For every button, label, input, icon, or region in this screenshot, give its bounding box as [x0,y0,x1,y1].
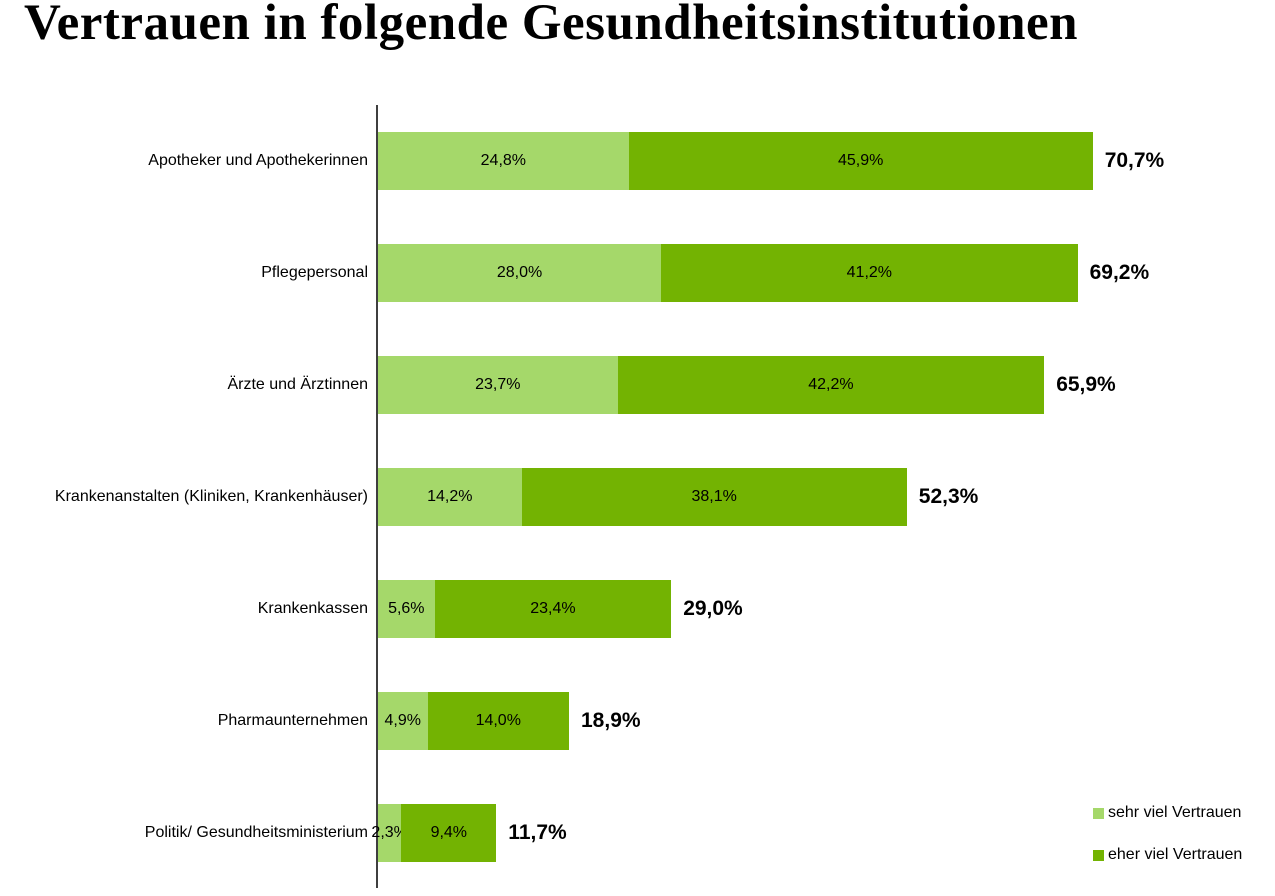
bar-row: Krankenkassen 5,6% 23,4% 29,0% [0,553,1275,665]
segment-eher-viel-vertrauen: 9,4% [401,804,497,862]
segment-sehr-viel-vertrauen: 2,3% [371,804,408,862]
segment-value-label: 38,1% [691,488,737,505]
total-label: 70,7% [1104,149,1165,172]
bar-stack: 24,8% 45,9% 70,7% [378,132,1164,190]
bar-row: Politik/ Gesundheitsministerium 2,3% 9,4% 1… [0,777,1275,889]
bar-stack: 14,2% 38,1% 52,3% [378,468,978,526]
bar-stack: 2,3% 9,4% 11,7% [371,804,567,862]
segment-value-label: 28,0% [496,264,543,281]
segment-eher-viel-vertrauen: 38,1% [521,468,907,526]
segment-sehr-viel-vertrauen: 28,0% [378,244,662,302]
category-label: Pflegepersonal [261,263,368,281]
category-label: Krankenkassen [257,599,368,617]
segment-sehr-viel-vertrauen: 24,8% [378,132,629,190]
segment-sehr-viel-vertrauen: 5,6% [378,580,435,638]
total-label: 52,3% [918,485,979,508]
bar-row: Apotheker und Apothekerinnen 24,8% 45,9% 70… [0,105,1275,217]
segment-value-label: 2,3% [371,824,408,841]
total-label: 65,9% [1056,373,1116,396]
category-label: Ärzte und Ärztinnen [227,375,368,393]
segment-eher-viel-vertrauen: 45,9% [628,132,1093,190]
segment-value-label: 14,0% [475,712,521,729]
bar-chart: Apotheker und Apothekerinnen 24,8% 45,9% 70… [0,105,1275,889]
bar-row: Pharmaunternehmen 4,9% 14,0% 18,9% [0,665,1275,777]
legend-label-eher-viel-vertrauen: eher viel Vertrauen [1108,846,1243,863]
segment-eher-viel-vertrauen: 42,2% [617,356,1045,414]
legend-item-eher-viel-vertrauen: eher viel Vertrauen [1093,846,1242,864]
legend-swatch-light-green-icon [1093,807,1104,819]
segment-value-label: 41,2% [846,264,893,281]
segment-eher-viel-vertrauen: 14,0% [427,692,569,750]
bar-row: Krankenanstalten (Kliniken, Krankenhäuse… [0,441,1275,553]
legend: sehr viel Vertrauen eher viel Vertrauen [1093,804,1242,864]
bar-stack: 5,6% 23,4% 29,0% [378,580,743,638]
segment-sehr-viel-vertrauen: 4,9% [378,692,428,750]
category-label: Politik/ Gesundheitsministerium [144,823,368,841]
category-label: Pharmaunternehmen [217,711,368,729]
y-axis-line [376,105,378,888]
legend-label-sehr-viel-vertrauen: sehr viel Vertrauen [1108,804,1242,821]
segment-value-label: 14,2% [427,488,473,505]
segment-value-label: 42,2% [808,376,854,393]
segment-eher-viel-vertrauen: 23,4% [434,580,672,638]
bar-stack: 4,9% 14,0% 18,9% [378,692,641,750]
segment-value-label: 5,6% [388,600,425,617]
bar-row: Ärzte und Ärztinnen 23,7% 42,2% 65,9% [0,329,1275,441]
bar-stack: 23,7% 42,2% 65,9% [378,356,1116,414]
bar-stack: 28,0% 41,2% 69,2% [378,244,1149,302]
category-label: Apotheker und Apothekerinnen [148,151,368,169]
segment-value-label: 24,8% [480,152,527,169]
legend-swatch-dark-green-icon [1093,849,1104,861]
segment-value-label: 45,9% [838,152,884,169]
segment-sehr-viel-vertrauen: 14,2% [378,468,522,526]
chart-title: Vertrauen in folgende Gesundheitsinstitu… [24,0,1078,51]
bar-row: Pflegepersonal 28,0% 41,2% 69,2% [0,217,1275,329]
segment-value-label: 23,4% [530,600,576,617]
segment-value-label: 4,9% [384,712,421,729]
segment-value-label: 23,7% [475,376,521,393]
total-label: 11,7% [508,821,567,844]
total-label: 69,2% [1089,261,1150,284]
total-label: 29,0% [683,597,743,620]
segment-sehr-viel-vertrauen: 23,7% [378,356,618,414]
category-label: Krankenanstalten (Kliniken, Krankenhäuse… [54,487,368,505]
segment-eher-viel-vertrauen: 41,2% [661,244,1078,302]
segment-value-label: 9,4% [430,824,468,841]
total-label: 18,9% [581,709,641,732]
legend-item-sehr-viel-vertrauen: sehr viel Vertrauen [1093,804,1242,822]
